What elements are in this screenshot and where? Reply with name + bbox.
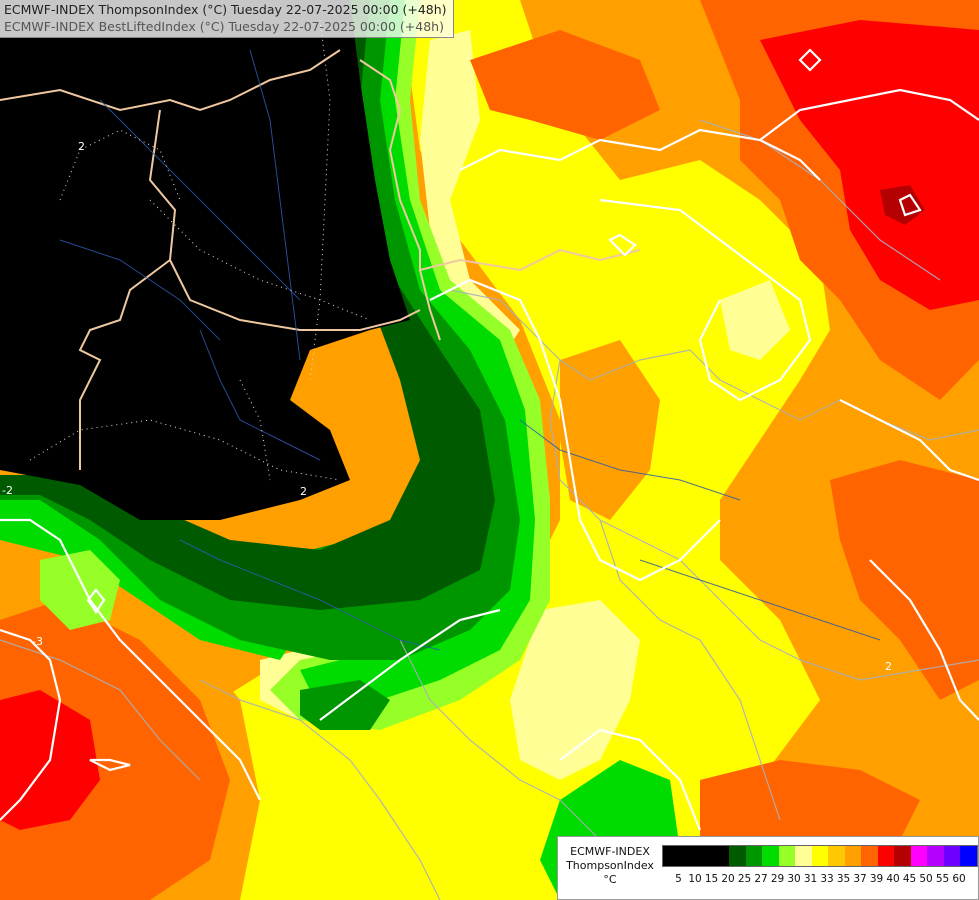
color-legend: ECMWF-INDEX ThompsonIndex °C 5 10 15 20 25 27…: [557, 836, 979, 900]
legend-tick-label: 50: [919, 873, 933, 885]
legend-swatch: [927, 846, 944, 866]
legend-swatch: [795, 846, 812, 866]
legend-tick-label: 45: [902, 873, 917, 885]
legend-swatch: [745, 846, 762, 866]
legend-swatch: [844, 846, 861, 866]
legend-tick-label: 27: [754, 873, 768, 885]
legend-field: ThompsonIndex: [566, 859, 654, 872]
legend-tick-label: 15: [704, 873, 719, 885]
legend-swatch: [762, 846, 779, 866]
field-lightgreen-west: [40, 550, 120, 630]
legend-swatch: [894, 846, 911, 866]
legend-label: ECMWF-INDEX ThompsonIndex °C: [562, 845, 658, 887]
field-lightyellow-2: [510, 600, 640, 780]
field-black-west: [0, 0, 410, 520]
legend-tick-label: 37: [853, 873, 867, 885]
field-orange-central: [560, 340, 660, 520]
legend-tick-label: 31: [803, 873, 818, 885]
legend-color-bar: [662, 845, 978, 867]
contour-label: -3: [32, 635, 43, 648]
field-darkorange-sw: [0, 600, 230, 900]
title-line-1: ECMWF-INDEX ThompsonIndex (°C) Tuesday 2…: [4, 2, 447, 17]
legend-swatch: [811, 846, 828, 866]
contour-label: 2: [300, 485, 307, 498]
legend-swatch: [943, 846, 960, 866]
contour-labels: 2 -2 2 -3 2: [2, 140, 892, 673]
contour-label: -2: [2, 484, 13, 497]
legend-swatch: [696, 846, 713, 866]
field-darkorange-nw: [470, 30, 660, 140]
legend-swatch: [828, 846, 845, 866]
legend-swatch: [663, 846, 680, 866]
map-title: ECMWF-INDEX ThompsonIndex (°C) Tuesday 2…: [0, 0, 454, 38]
legend-swatch: [960, 846, 977, 866]
legend-tick-label: 40: [886, 873, 900, 885]
legend-ticks: 5 10 15 20 25 27 29 30 31 33 35 37 39 40 45 50 55 60: [662, 873, 979, 887]
legend-tick-label: 55: [935, 873, 950, 885]
legend-tick-label: 30: [787, 873, 801, 885]
legend-tick-label: 20: [721, 873, 735, 885]
field-lightyellow-1: [420, 30, 520, 360]
field-darkorange-se: [700, 760, 920, 860]
legend-swatch: [778, 846, 795, 866]
legend-swatch: [712, 846, 729, 866]
legend-swatch: [877, 846, 894, 866]
field-green-band: [300, 0, 535, 700]
legend-swatch: [729, 846, 746, 866]
contour-label: 2: [885, 660, 892, 673]
title-line-2: ECMWF-INDEX BestLiftedIndex (°C) Tuesday…: [4, 19, 444, 34]
legend-swatch: [910, 846, 927, 866]
legend-tick-label: 60: [952, 873, 966, 885]
legend-tick-label: 5: [675, 873, 682, 885]
legend-tick-label: 10: [688, 873, 702, 885]
legend-tick-label: 25: [737, 873, 752, 885]
legend-tick-label: 33: [820, 873, 834, 885]
dotted-contours: [29, 19, 371, 481]
contour-label: 2: [78, 140, 85, 153]
legend-model: ECMWF-INDEX: [570, 845, 650, 858]
field-lightyellow-3: [720, 280, 790, 360]
legend-swatch: [861, 846, 878, 866]
legend-swatch: [679, 846, 696, 866]
field-darkorange-e: [830, 460, 979, 700]
rivers: [59, 49, 881, 651]
legend-tick-label: 35: [836, 873, 851, 885]
legend-tick-label: 29: [770, 873, 785, 885]
legend-unit: °C: [603, 873, 617, 886]
white-contours: [0, 48, 979, 831]
field-red-ne: [760, 20, 979, 310]
legend-tick-label: 39: [869, 873, 884, 885]
country-borders: [0, 49, 641, 470]
